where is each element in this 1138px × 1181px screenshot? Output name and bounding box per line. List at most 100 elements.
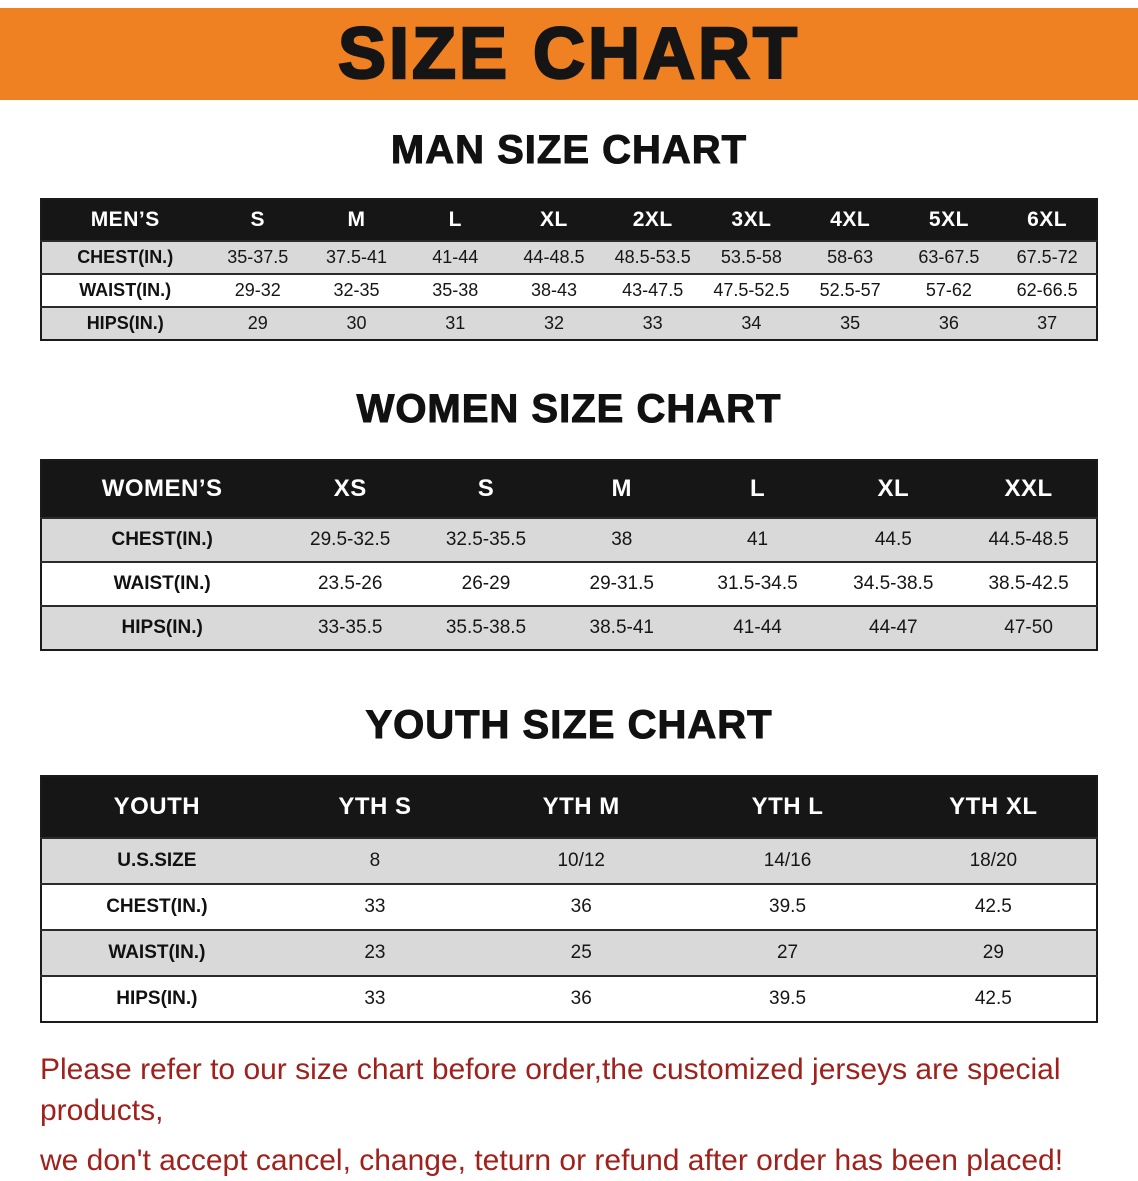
size-value-cell: 41 <box>746 529 769 550</box>
size-header-cell: YTH M <box>478 776 685 838</box>
youth-size-table: YOUTH YTH S YTH M YTH L YTH XL U.S.SIZE 8 10/12… <box>40 775 1098 1023</box>
size-value-cell: 27 <box>776 942 799 963</box>
size-value-cell: 25 <box>570 942 592 963</box>
size-header-cell: S <box>418 460 554 518</box>
size-value-cell: 36 <box>570 988 592 1009</box>
size-value-cell: 42.5 <box>974 988 1012 1009</box>
disclaimer-line-2: we don't accept cancel, change, teturn o… <box>40 1143 1064 1177</box>
size-header-cell: XL <box>504 199 604 241</box>
women-size-table: WOMEN’S XS S M L XL XXL CHEST(IN.) 29.5-32.5 32.5… <box>40 459 1098 651</box>
row-label: HIPS(IN.) <box>86 313 164 333</box>
row-label: HIPS(IN.) <box>121 617 203 638</box>
size-value-cell: 67.5-72 <box>1016 247 1078 267</box>
size-header-cell: M <box>553 460 690 518</box>
table-row: HIPS(IN.) 33 36 39.5 42.5 <box>41 976 1097 1022</box>
size-value-cell: 34 <box>741 313 762 333</box>
size-value-cell: 10/12 <box>557 850 605 871</box>
size-value-cell: 33-35.5 <box>317 617 383 638</box>
size-value-cell: 42.5 <box>974 896 1012 917</box>
size-header-cell: XXL <box>961 460 1097 518</box>
table-row: WAIST(IN.) 29-32 32-35 35-38 38-43 43-47.5 47.… <box>41 274 1097 307</box>
size-value-cell: 18/20 <box>969 850 1018 871</box>
men-size-section: MAN SIZE CHART MEN’S S M L XL 2XL 3XL 4XL 5XL 6XL… <box>0 126 1138 341</box>
men-size-table: MEN’S S M L XL 2XL 3XL 4XL 5XL 6XL CHEST(IN.) 35-37… <box>40 198 1098 341</box>
size-value-cell: 35-38 <box>432 280 479 300</box>
size-value-cell: 38.5-42.5 <box>988 573 1069 594</box>
row-label: CHEST(IN.) <box>111 529 213 550</box>
size-header-cell: L <box>689 460 826 518</box>
table-title-cell: MEN’S <box>41 199 209 241</box>
size-value-cell: 31.5-34.5 <box>717 573 798 594</box>
table-title-cell: WOMEN’S <box>41 460 283 518</box>
table-row: CHEST(IN.) 35-37.5 37.5-41 41-44 44-48.5 48.5… <box>41 241 1097 274</box>
size-value-cell: 23 <box>364 942 386 963</box>
size-value-cell: 44.5 <box>874 529 912 550</box>
size-value-cell: 29-32 <box>234 280 281 300</box>
size-value-cell: 33 <box>364 896 386 917</box>
size-value-cell: 58-63 <box>827 247 874 267</box>
size-value-cell: 38 <box>611 529 633 550</box>
size-value-cell: 35 <box>840 313 861 333</box>
size-value-cell: 48.5-53.5 <box>614 247 691 267</box>
table-title-cell: YOUTH <box>41 776 272 838</box>
size-header-cell: L <box>405 199 505 241</box>
size-value-cell: 33 <box>364 988 386 1009</box>
men-section-title: MAN SIZE CHART <box>390 128 748 173</box>
size-value-cell: 32.5-35.5 <box>445 529 527 550</box>
size-value-cell: 53.5-58 <box>720 247 782 267</box>
size-chart-page: SIZE CHART MAN SIZE CHART MEN’S S M L XL 2XL 3… <box>0 8 1138 1181</box>
size-value-cell: 14/16 <box>763 850 812 871</box>
size-value-cell: 44-48.5 <box>523 247 585 267</box>
size-header-cell: 3XL <box>702 199 801 241</box>
size-value-cell: 29 <box>247 313 268 333</box>
women-size-section: WOMEN SIZE CHART WOMEN’S XS S M L XL XXL CHEST(… <box>0 385 1138 651</box>
size-value-cell: 34.5-38.5 <box>853 573 934 594</box>
banner-title: SIZE CHART <box>337 14 800 94</box>
size-value-cell: 37 <box>1037 313 1058 333</box>
size-value-cell: 36 <box>938 313 959 333</box>
size-header-cell: S <box>208 199 308 241</box>
table-row: HIPS(IN.) 33-35.5 35.5-38.5 38.5-41 41-44 44-… <box>41 606 1097 650</box>
size-value-cell: 32 <box>543 313 564 333</box>
youth-size-section: YOUTH SIZE CHART YOUTH YTH S YTH M YTH L YTH… <box>0 701 1138 1023</box>
size-header-cell: 5XL <box>899 199 999 241</box>
size-header-cell: YTH XL <box>890 776 1097 838</box>
size-value-cell: 8 <box>369 850 381 871</box>
size-value-cell: 33 <box>642 313 663 333</box>
size-value-cell: 36 <box>570 896 592 917</box>
size-value-cell: 39.5 <box>769 896 807 917</box>
table-row: CHEST(IN.) 33 36 39.5 42.5 <box>41 884 1097 930</box>
row-label: CHEST(IN.) <box>77 247 174 267</box>
disclaimer: Please refer to our size chart before or… <box>40 1049 1118 1181</box>
row-label: HIPS(IN.) <box>116 988 198 1009</box>
table-row: HIPS(IN.) 29 30 31 32 33 34 35 36 37 <box>41 307 1097 340</box>
size-value-cell: 23.5-26 <box>317 573 383 594</box>
size-value-cell: 29 <box>982 942 1004 963</box>
size-value-cell: 52.5-57 <box>819 280 881 300</box>
size-value-cell: 32-35 <box>333 280 380 300</box>
size-value-cell: 30 <box>346 313 367 333</box>
row-label: WAIST(IN.) <box>108 942 206 963</box>
size-table-header-row: WOMEN’S XS S M L XL XXL <box>41 460 1097 518</box>
size-value-cell: 41-44 <box>432 247 479 267</box>
size-header-cell: XL <box>825 460 962 518</box>
banner: SIZE CHART <box>0 8 1138 100</box>
size-value-cell: 38-43 <box>530 280 577 300</box>
size-value-cell: 29.5-32.5 <box>310 529 391 550</box>
size-value-cell: 63-67.5 <box>918 247 980 267</box>
disclaimer-line-1: Please refer to our size chart before or… <box>40 1053 1061 1128</box>
size-value-cell: 47-50 <box>1004 617 1053 638</box>
size-value-cell: 35.5-38.5 <box>445 617 527 638</box>
size-header-cell: YTH L <box>684 776 891 838</box>
size-header-cell: 4XL <box>800 199 900 241</box>
size-value-cell: 38.5-41 <box>589 617 654 638</box>
size-value-cell: 47.5-52.5 <box>713 280 790 300</box>
size-value-cell: 37.5-41 <box>325 247 388 267</box>
row-label: WAIST(IN.) <box>79 280 172 300</box>
row-label: CHEST(IN.) <box>106 896 208 917</box>
size-value-cell: 44-47 <box>869 617 918 638</box>
size-header-cell: 6XL <box>998 199 1097 241</box>
size-value-cell: 39.5 <box>769 988 807 1009</box>
size-value-cell: 43-47.5 <box>622 280 684 300</box>
size-header-cell: M <box>307 199 406 241</box>
